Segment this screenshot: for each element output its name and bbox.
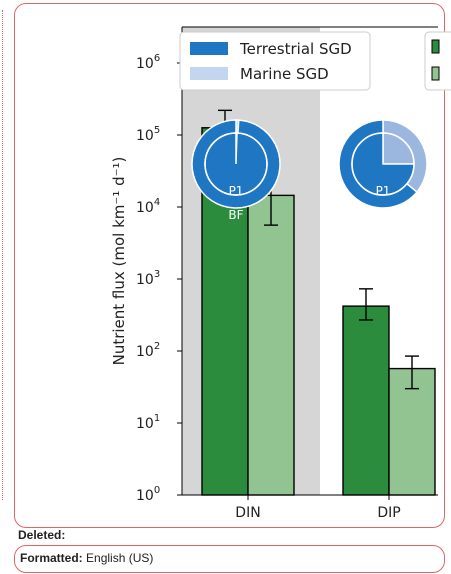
deleted-comment: Deleted: [18,528,66,542]
y-tick-label: 105 [136,125,160,144]
legend-label-marine: Marine SGD [240,65,329,83]
legend-swatch-terrestrial [190,42,228,55]
comment-connector [2,10,15,500]
legend2-swatch-1 [431,39,440,54]
bar [247,194,295,496]
pie-inner-label: P1 [229,184,244,198]
y-tick-label: 101 [136,413,160,432]
formatted-comment: Formatted: English (US) [20,551,153,565]
legend-swatch-marine [190,67,228,80]
x-tick-label: DIN [235,505,260,521]
formatted-label: Formatted: [20,551,83,565]
y-tick-label: 106 [136,53,160,72]
y-tick-label: 103 [136,269,160,288]
formatted-balloon [14,545,445,573]
pie-outer-label: BF [228,208,243,222]
y-tick-label: 102 [136,341,160,360]
legend-label-terrestrial: Terrestrial SGD [239,40,352,58]
formatted-value: English (US) [86,551,154,565]
x-tick-label: DIP [377,505,400,521]
pie-inner-label: P1 [376,184,391,198]
y-tick-label: 104 [136,197,160,216]
pie-outer-label: BF [375,208,390,222]
y-axis-label: Nutrient flux (mol km⁻¹ d⁻¹) [110,157,128,366]
pie-inner-ring [204,132,268,196]
y-tick-label: 100 [136,485,160,504]
legend2-swatch-2 [431,66,440,81]
pie-inner-ring [351,132,415,196]
bar [342,305,390,496]
